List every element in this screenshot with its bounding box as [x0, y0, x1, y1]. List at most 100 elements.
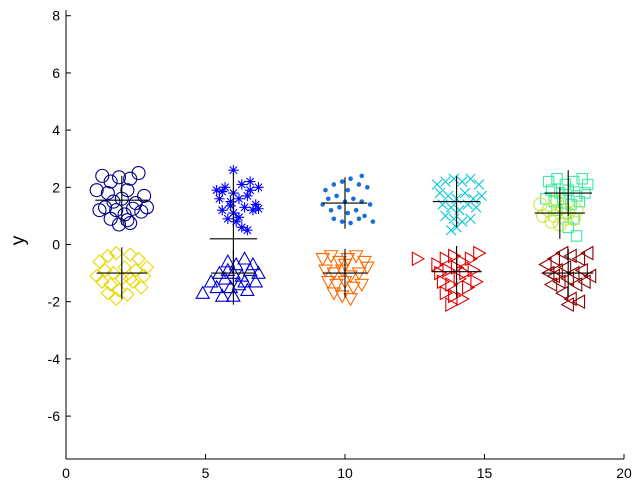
data-point [219, 182, 231, 193]
series-diamond [89, 245, 155, 307]
data-point [103, 174, 118, 189]
y-tick-label: -2 [48, 294, 61, 310]
data-point [367, 202, 373, 207]
data-point [337, 205, 342, 210]
data-point [117, 260, 132, 275]
data-point [315, 253, 331, 267]
x-tick-label: 10 [337, 465, 353, 481]
data-point [195, 285, 211, 299]
series-triangle-down [315, 250, 375, 307]
data-point [326, 287, 342, 301]
series-asterisk [211, 164, 264, 236]
data-point [439, 251, 454, 267]
data-point [217, 186, 228, 197]
error-bars [95, 170, 594, 305]
data-point [237, 251, 252, 265]
data-point [89, 183, 104, 198]
y-axis-label: y [8, 235, 29, 245]
data-point [237, 274, 252, 288]
data-point [139, 260, 155, 275]
series-triangle-up [195, 251, 266, 302]
data-point [462, 199, 474, 210]
data-point [345, 281, 361, 296]
data-point [108, 291, 124, 307]
y-tick-label: -4 [48, 351, 61, 367]
data-point [359, 173, 365, 179]
data-point [557, 259, 572, 275]
axes [65, 10, 625, 460]
data-point [122, 271, 138, 287]
data-point [334, 193, 339, 199]
data-point [356, 182, 362, 187]
data-point [222, 213, 234, 224]
data-point [131, 165, 146, 181]
data-point [473, 245, 487, 261]
data-point [560, 271, 574, 287]
data-point [239, 202, 250, 213]
data-point [362, 213, 367, 219]
data-point [244, 184, 256, 196]
data-point [568, 277, 583, 292]
data-point [442, 190, 454, 202]
data-point [251, 265, 266, 279]
data-point [577, 274, 591, 290]
data-point [348, 220, 353, 226]
data-point [538, 257, 552, 272]
data-point [242, 190, 253, 202]
data-point [323, 187, 328, 193]
data-point [351, 267, 367, 281]
data-point [448, 248, 462, 264]
data-point [566, 211, 581, 226]
data-point [570, 230, 583, 242]
data-point [465, 173, 476, 184]
data-point [134, 280, 149, 295]
data-point [456, 176, 468, 187]
x-tick-label: 0 [62, 465, 70, 481]
data-point [573, 195, 586, 208]
data-point [236, 179, 247, 190]
data-point [464, 251, 479, 267]
data-point [318, 264, 333, 278]
data-point [139, 200, 154, 215]
data-point [108, 245, 124, 261]
x-tick-label: 5 [202, 465, 210, 481]
data-marks [89, 164, 597, 313]
data-point [448, 173, 460, 184]
data-point [448, 288, 462, 304]
data-point [100, 285, 116, 301]
data-point [250, 199, 261, 210]
data-point [120, 287, 135, 302]
x-tick-label: 20 [616, 465, 632, 481]
data-point [203, 274, 219, 288]
series-point [320, 173, 376, 226]
series-square [540, 172, 594, 242]
data-point [356, 216, 362, 222]
y-tick-label: -6 [48, 408, 61, 424]
data-point [445, 277, 459, 292]
data-point [97, 262, 113, 278]
data-point [411, 251, 426, 267]
data-point [242, 225, 253, 236]
data-point [571, 294, 586, 310]
data-point [569, 203, 584, 218]
data-point [445, 202, 457, 213]
data-point [440, 210, 451, 222]
data-point [450, 259, 465, 275]
data-point [345, 187, 351, 193]
data-point [220, 254, 236, 268]
data-point [328, 207, 334, 213]
data-point [106, 265, 121, 281]
data-point [331, 255, 347, 270]
data-point [563, 248, 577, 264]
data-point [111, 217, 127, 232]
data-point [212, 265, 227, 279]
data-point [247, 204, 259, 216]
data-point [462, 279, 476, 295]
data-point [465, 213, 476, 225]
data-point [109, 203, 124, 218]
data-point [128, 262, 144, 278]
data-point [445, 297, 459, 313]
data-point [100, 248, 116, 264]
data-point [236, 222, 247, 233]
data-point [359, 261, 375, 276]
